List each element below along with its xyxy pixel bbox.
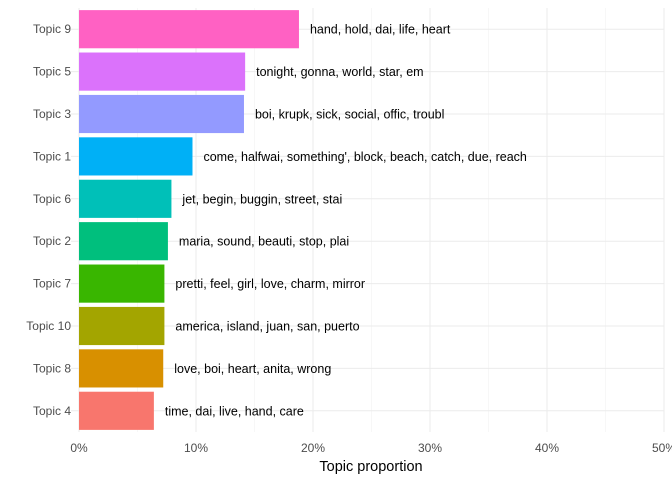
bar-topic-9	[79, 10, 299, 49]
bar-terms-label: boi, krupk, sick, social, offic, troubl	[255, 108, 444, 122]
y-tick-label: Topic 9	[33, 22, 71, 36]
x-tick-label: 10%	[184, 441, 208, 455]
bar-terms-label: maria, sound, beauti, stop, plai	[179, 235, 349, 249]
y-tick-label: Topic 2	[33, 234, 71, 248]
bar-topic-3	[79, 94, 244, 134]
bar-terms-label: love, boi, heart, anita, wrong	[174, 362, 331, 376]
x-tick-label: 30%	[418, 441, 442, 455]
bar-topic-2	[79, 222, 168, 261]
bar-topic-4	[79, 391, 154, 430]
x-tick-label: 40%	[535, 441, 559, 455]
bar-topic-7	[79, 264, 165, 303]
bar-terms-label: jet, begin, buggin, street, stai	[181, 192, 342, 206]
bar-topic-8	[79, 349, 164, 388]
y-tick-label: Topic 7	[33, 277, 71, 291]
y-tick-label: Topic 5	[33, 65, 71, 79]
x-tick-label: 50%	[652, 441, 672, 455]
y-tick-label: Topic 4	[33, 404, 71, 418]
y-tick-label: Topic 8	[33, 361, 71, 375]
bar-terms-label: america, island, juan, san, puerto	[175, 320, 359, 334]
bar-terms-label: tonight, gonna, world, star, em	[256, 65, 423, 79]
bar-topic-6	[79, 179, 172, 218]
y-tick-label: Topic 6	[33, 192, 71, 206]
x-tick-labels: 0% 10% 20% 30% 40% 50%	[70, 441, 672, 455]
bar-topic-10	[79, 306, 165, 346]
bars: hand, hold, dai, life, heart tonight, gon…	[79, 10, 527, 430]
bar-terms-label: come, halfwai, something', block, beach,…	[203, 150, 526, 164]
bar-terms-label: pretti, feel, girl, love, charm, mirror	[175, 277, 365, 291]
y-tick-label: Topic 3	[33, 107, 71, 121]
bar-terms-label: hand, hold, dai, life, heart	[310, 23, 451, 37]
y-tick-label: Topic 10	[26, 319, 71, 333]
x-tick-label: 0%	[70, 441, 88, 455]
x-axis-title: Topic proportion	[319, 459, 422, 475]
x-tick-label: 20%	[301, 441, 325, 455]
bar-topic-1	[79, 137, 193, 176]
y-tick-labels: Topic 9 Topic 5 Topic 3 Topic 1 Topic 6 Topic…	[26, 22, 71, 418]
bar-terms-label: time, dai, live, hand, care	[165, 404, 304, 418]
bar-topic-5	[79, 52, 246, 91]
y-tick-label: Topic 1	[33, 149, 71, 163]
